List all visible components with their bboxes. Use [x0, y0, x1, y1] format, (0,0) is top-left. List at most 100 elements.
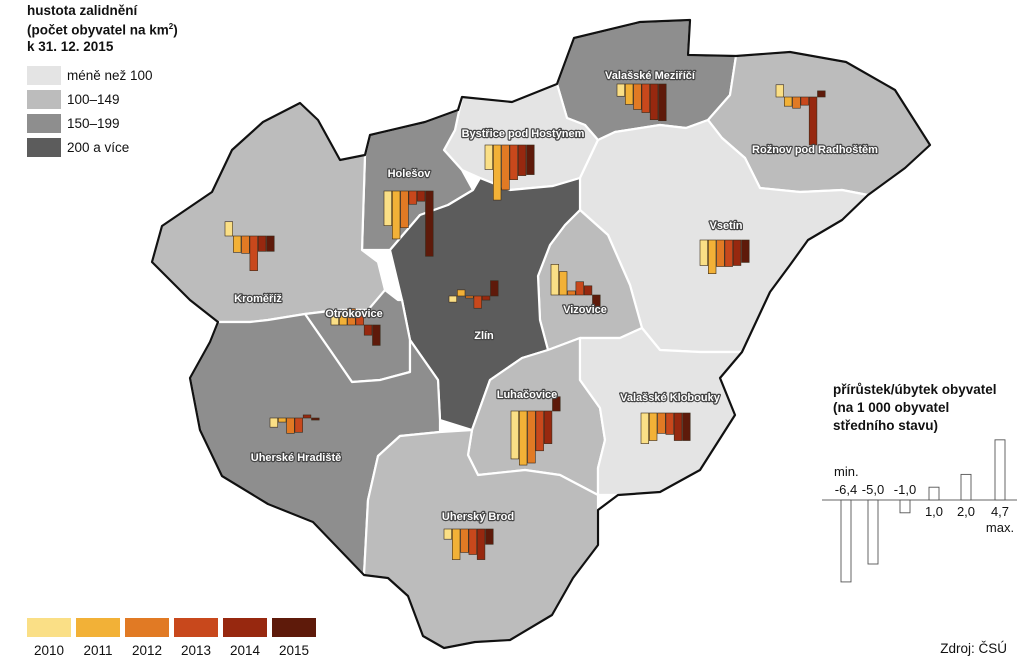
bar-vsetin-2010	[699, 239, 708, 266]
density-class-2: 100–149	[27, 90, 277, 112]
scale-bar-1	[867, 499, 879, 565]
bar-bystrice-pod-hostynem-2010	[484, 144, 493, 170]
bar-uhersky-brod-2015	[485, 528, 494, 545]
bar-vizovice-2015	[592, 294, 601, 309]
scale-max-label: max.	[986, 520, 1014, 535]
bar-valasske-klobouky-2015	[682, 412, 691, 441]
year-label-2014: 2014	[229, 643, 261, 658]
year-swatch-2015	[272, 618, 316, 637]
scale-title-line-1: přírůstek/úbytek obyvatel	[833, 382, 997, 397]
bar-uhersky-brod-2013	[468, 528, 477, 555]
bar-valasske-mezirici-2010	[616, 83, 625, 97]
density-class-4: 200 a více	[27, 138, 277, 160]
year-item-2012: 2012	[125, 618, 169, 658]
scale-label-4: 2,0	[957, 504, 975, 519]
bar-valasske-mezirici-2015	[658, 83, 667, 122]
bar-valasske-mezirici-2011	[624, 83, 634, 105]
district-label-uhersky-brod: Uherský Brod	[442, 511, 514, 523]
year-label-2015: 2015	[278, 643, 310, 658]
year-legend: 2010 2011 2012 2013 2014 2015	[27, 618, 327, 662]
year-item-2014: 2014	[223, 618, 267, 658]
growth-scale-legend: -6,4 -5,0 -1,0 1,0 2,0 4,7 min. max.	[822, 439, 1017, 583]
bar-luhacovice-2011	[518, 410, 528, 466]
bar-otrokovice-2014	[363, 324, 373, 336]
year-swatch-2011	[76, 618, 120, 637]
bar-zlin-2012	[465, 295, 474, 299]
bar-vsetin-2012	[716, 239, 725, 267]
bar-kromeriz-2012	[241, 235, 250, 254]
year-swatch-2010	[27, 618, 71, 637]
bar-group-holesov	[383, 190, 434, 257]
year-item-2010: 2010	[27, 618, 71, 658]
year-item-2011: 2011	[76, 618, 120, 658]
density-title-unit: (počet obyvatel na km	[27, 22, 169, 38]
bar-uhersky-brod-2014	[476, 528, 486, 560]
bar-uherske-hradiste-2012	[286, 417, 295, 434]
scale-bar-5	[994, 439, 1006, 501]
year-item-2013: 2013	[174, 618, 218, 658]
density-swatch-1	[27, 66, 61, 85]
bar-bystrice-pod-hostynem-2014	[517, 144, 527, 176]
source-note: Zdroj: ČSÚ	[940, 641, 1007, 656]
density-title-line-3: k 31. 12. 2015	[27, 38, 114, 54]
density-label-2: 100–149	[67, 92, 120, 107]
bar-zlin-2011	[456, 289, 466, 297]
bar-luhacovice-2013	[535, 410, 544, 452]
bar-roznov-pod-radhostem-2012	[792, 96, 801, 109]
district-label-zlin: Zlín	[474, 330, 494, 342]
density-label-3: 150–199	[67, 116, 120, 131]
bar-bystrice-pod-hostynem-2011	[492, 144, 502, 201]
bar-group-uhersky-brod	[443, 528, 494, 560]
bar-uherske-hradiste-2011	[277, 417, 287, 423]
bar-vsetin-2011	[707, 239, 717, 274]
district-label-luhacovice: Luhačovice	[497, 389, 558, 401]
year-swatch-2014	[223, 618, 267, 637]
bar-uherske-hradiste-2015	[311, 417, 320, 421]
bar-valasske-mezirici-2014	[649, 83, 659, 121]
district-label-roznov-pod-radhostem: Rožnov pod Radhoštěm	[752, 144, 878, 156]
bar-bystrice-pod-hostynem-2015	[526, 144, 535, 175]
bar-holesov-2013	[408, 190, 417, 205]
bar-kromeriz-2014	[257, 235, 267, 252]
scale-title-line-3: středního stavu)	[833, 418, 939, 433]
bar-holesov-2014	[416, 190, 426, 202]
district-label-uherske-hradiste: Uherské Hradiště	[251, 452, 342, 464]
year-swatch-2012	[125, 618, 169, 637]
bar-valasske-klobouky-2013	[665, 412, 674, 435]
bar-vizovice-2010	[550, 264, 559, 296]
year-label-2011: 2011	[83, 643, 113, 658]
bar-roznov-pod-radhostem-2013	[800, 96, 809, 106]
bar-otrokovice-2011	[338, 314, 348, 326]
bar-valasske-mezirici-2013	[641, 83, 650, 113]
bar-otrokovice-2010	[330, 312, 339, 326]
bar-roznov-pod-radhostem-2011	[783, 96, 793, 107]
density-label-1: méně než 100	[67, 68, 153, 83]
density-swatch-4	[27, 138, 61, 157]
bar-uhersky-brod-2011	[451, 528, 461, 560]
scale-label-0: -6,4	[835, 482, 857, 497]
bar-uhersky-brod-2010	[443, 528, 452, 540]
region-outline	[150, 18, 932, 650]
bar-group-zlin	[448, 280, 499, 309]
bar-luhacovice-2015	[552, 396, 561, 412]
bar-group-bystrice-pod-hostynem	[484, 144, 535, 201]
bar-uherske-hradiste-2010	[269, 417, 278, 428]
bar-luhacovice-2012	[527, 410, 536, 464]
scale-legend-title: přírůstek/úbytek obyvatel (na 1 000 obyv…	[833, 381, 997, 435]
bar-valasske-klobouky-2011	[648, 412, 658, 441]
bar-valasske-mezirici-2012	[633, 83, 642, 110]
bar-otrokovice-2015	[372, 324, 381, 346]
bar-kromeriz-2011	[233, 235, 242, 253]
bar-zlin-2015	[490, 280, 499, 297]
district-label-valasske-mezirici: Valašské Meziříčí	[605, 70, 696, 82]
district-label-valasske-klobouky: Valašské Klobouky	[620, 392, 721, 404]
bar-vizovice-2012	[567, 290, 576, 296]
scale-label-5: 4,7	[991, 504, 1009, 519]
bar-valasske-klobouky-2012	[657, 412, 666, 434]
scale-label-3: 1,0	[925, 504, 943, 519]
year-swatch-2013	[174, 618, 218, 637]
bar-otrokovice-2013	[355, 311, 364, 326]
bar-bystrice-pod-hostynem-2013	[509, 144, 518, 180]
